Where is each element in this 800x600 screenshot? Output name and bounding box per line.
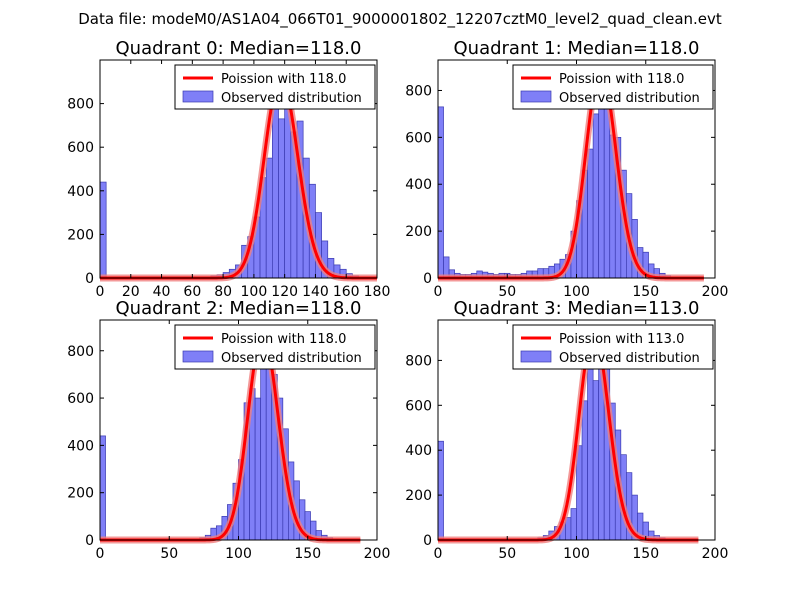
y-tick-label: 400	[67, 184, 94, 200]
figure-suptitle: Data file: modeM0/AS1A04_066T01_90000018…	[78, 10, 722, 29]
legend-label-observed: Observed distribution	[559, 351, 700, 366]
x-tick-label: 20	[122, 284, 140, 300]
y-tick-label: 0	[85, 533, 94, 549]
histogram-bar	[587, 364, 594, 541]
x-tick-label: 0	[434, 546, 443, 562]
legend-bar-swatch	[182, 90, 214, 103]
y-tick-label: 800	[67, 344, 94, 360]
x-tick-label: 50	[498, 546, 516, 562]
histogram-bar	[260, 345, 267, 541]
y-tick-label: 600	[67, 140, 94, 156]
subplot-quadrant-1: 0 50 100 150 200 0 200 400 600 800 Quadrant 1: Med…	[405, 38, 728, 300]
x-tick-label: 200	[702, 284, 729, 300]
histogram-bar	[592, 113, 600, 279]
legend: Poission with 118.0 Observed distribution	[512, 64, 714, 110]
x-tick-label: 100	[241, 284, 268, 300]
x-tick-label: 50	[498, 284, 516, 300]
histogram-bar	[581, 400, 588, 541]
legend: Poission with 113.0 Observed distribution	[512, 324, 714, 370]
x-tick-label: 50	[160, 546, 178, 562]
histogram-bar	[587, 148, 594, 279]
y-tick-label: 800	[67, 97, 94, 113]
x-tick-label: 150	[632, 284, 659, 300]
subplot-quadrant-3: 0 50 100 150 200 0 200 400 600 800 Quadrant 3: Med…	[405, 298, 728, 562]
subplot-title: Quadrant 1: Median=118.0	[454, 38, 700, 59]
histogram-bar	[437, 106, 444, 279]
legend: Poission with 118.0 Observed distribution	[174, 64, 376, 110]
legend-label-observed: Observed distribution	[559, 91, 700, 106]
x-tick-label: 140	[302, 284, 329, 300]
x-tick-label: 80	[214, 284, 232, 300]
x-tick-label: 0	[96, 284, 105, 300]
x-tick-label: 150	[632, 546, 659, 562]
legend-bar-swatch	[520, 90, 552, 103]
x-tick-label: 200	[702, 546, 729, 562]
histogram-bar	[278, 118, 286, 279]
histogram-bars	[437, 76, 672, 279]
y-tick-label: 800	[405, 353, 432, 369]
legend-label-poisson: Poission with 118.0	[221, 72, 346, 87]
x-tick-label: 0	[96, 546, 105, 562]
subplot-quadrant-2: 0 50 100 150 200 0 200 400 600 800 Quadrant 2: Med…	[67, 298, 390, 562]
y-tick-label: 600	[67, 391, 94, 407]
y-tick-label: 400	[405, 177, 432, 193]
legend-bar-swatch	[182, 350, 214, 363]
histogram-bar	[598, 87, 605, 279]
x-tick-label: 0	[434, 284, 443, 300]
histogram-bar	[437, 440, 444, 541]
histogram-bar	[272, 101, 279, 279]
y-tick-label: 600	[405, 398, 432, 414]
legend: Poission with 118.0 Observed distribution	[174, 324, 376, 370]
y-tick-label: 200	[67, 486, 94, 502]
y-tick-label: 600	[405, 130, 432, 146]
x-tick-label: 120	[271, 284, 298, 300]
x-tick-label: 160	[333, 284, 360, 300]
y-tick-label: 400	[405, 443, 432, 459]
y-tick-label: 400	[67, 438, 94, 454]
x-tick-label: 100	[225, 546, 252, 562]
histogram-bar	[592, 380, 600, 541]
axes-frame	[99, 59, 378, 279]
legend-label-poisson: Poission with 118.0	[559, 72, 684, 87]
histogram-bar	[265, 157, 273, 279]
histogram-bar	[570, 508, 577, 541]
legend-label-observed: Observed distribution	[221, 351, 362, 366]
x-tick-label: 200	[364, 546, 391, 562]
y-tick-label: 0	[423, 271, 432, 287]
x-tick-label: 60	[183, 284, 201, 300]
y-tick-label: 0	[85, 271, 94, 287]
subplot-quadrant-0: 0 20 40 60 80 100 120 140 160 180 0 200 400 600 800 Qua…	[67, 38, 390, 300]
histogram-bar	[99, 181, 107, 279]
subplot-title: Quadrant 0: Median=118.0	[116, 38, 362, 59]
x-tick-label: 100	[563, 284, 590, 300]
histogram-bar	[254, 397, 262, 541]
y-tick-label: 200	[405, 224, 432, 240]
legend-label-observed: Observed distribution	[221, 91, 362, 106]
legend-bar-swatch	[520, 350, 552, 363]
y-tick-label: 200	[67, 227, 94, 243]
x-tick-label: 180	[364, 284, 391, 300]
x-tick-label: 150	[294, 546, 321, 562]
y-tick-label: 200	[405, 488, 432, 504]
y-tick-label: 800	[405, 83, 432, 99]
subplots: 0 20 40 60 80 100 120 140 160 1800200400600800Qua…	[67, 38, 728, 562]
subplot-title: Quadrant 3: Median=113.0	[454, 298, 700, 319]
subplot-title: Quadrant 2: Median=118.0	[116, 298, 362, 319]
legend-label-poisson: Poission with 113.0	[559, 332, 684, 347]
y-tick-label: 0	[423, 533, 432, 549]
x-tick-label: 40	[153, 284, 171, 300]
histogram-bar	[99, 435, 106, 541]
legend-label-poisson: Poission with 118.0	[221, 332, 346, 347]
x-tick-label: 100	[563, 546, 590, 562]
